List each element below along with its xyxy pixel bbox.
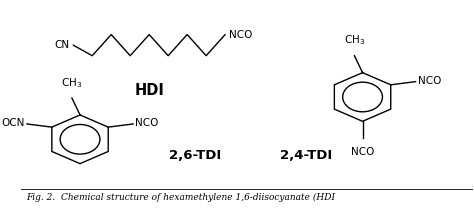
Text: CH$_3$: CH$_3$ [61,76,82,90]
Text: 2,6-TDI: 2,6-TDI [169,149,221,162]
Text: NCO: NCO [229,30,252,40]
Text: Fig. 2.  Chemical structure of hexamethylene 1,6-diisocyanate (HDI: Fig. 2. Chemical structure of hexamethyl… [26,193,335,202]
Text: CH$_3$: CH$_3$ [344,33,365,47]
Text: HDI: HDI [134,83,164,98]
Text: NCO: NCO [136,118,159,128]
Text: 2,4-TDI: 2,4-TDI [280,149,332,162]
Text: NCO: NCO [351,147,374,157]
Text: OCN: OCN [1,118,25,128]
Text: NCO: NCO [418,76,441,86]
Text: CN: CN [55,40,70,50]
